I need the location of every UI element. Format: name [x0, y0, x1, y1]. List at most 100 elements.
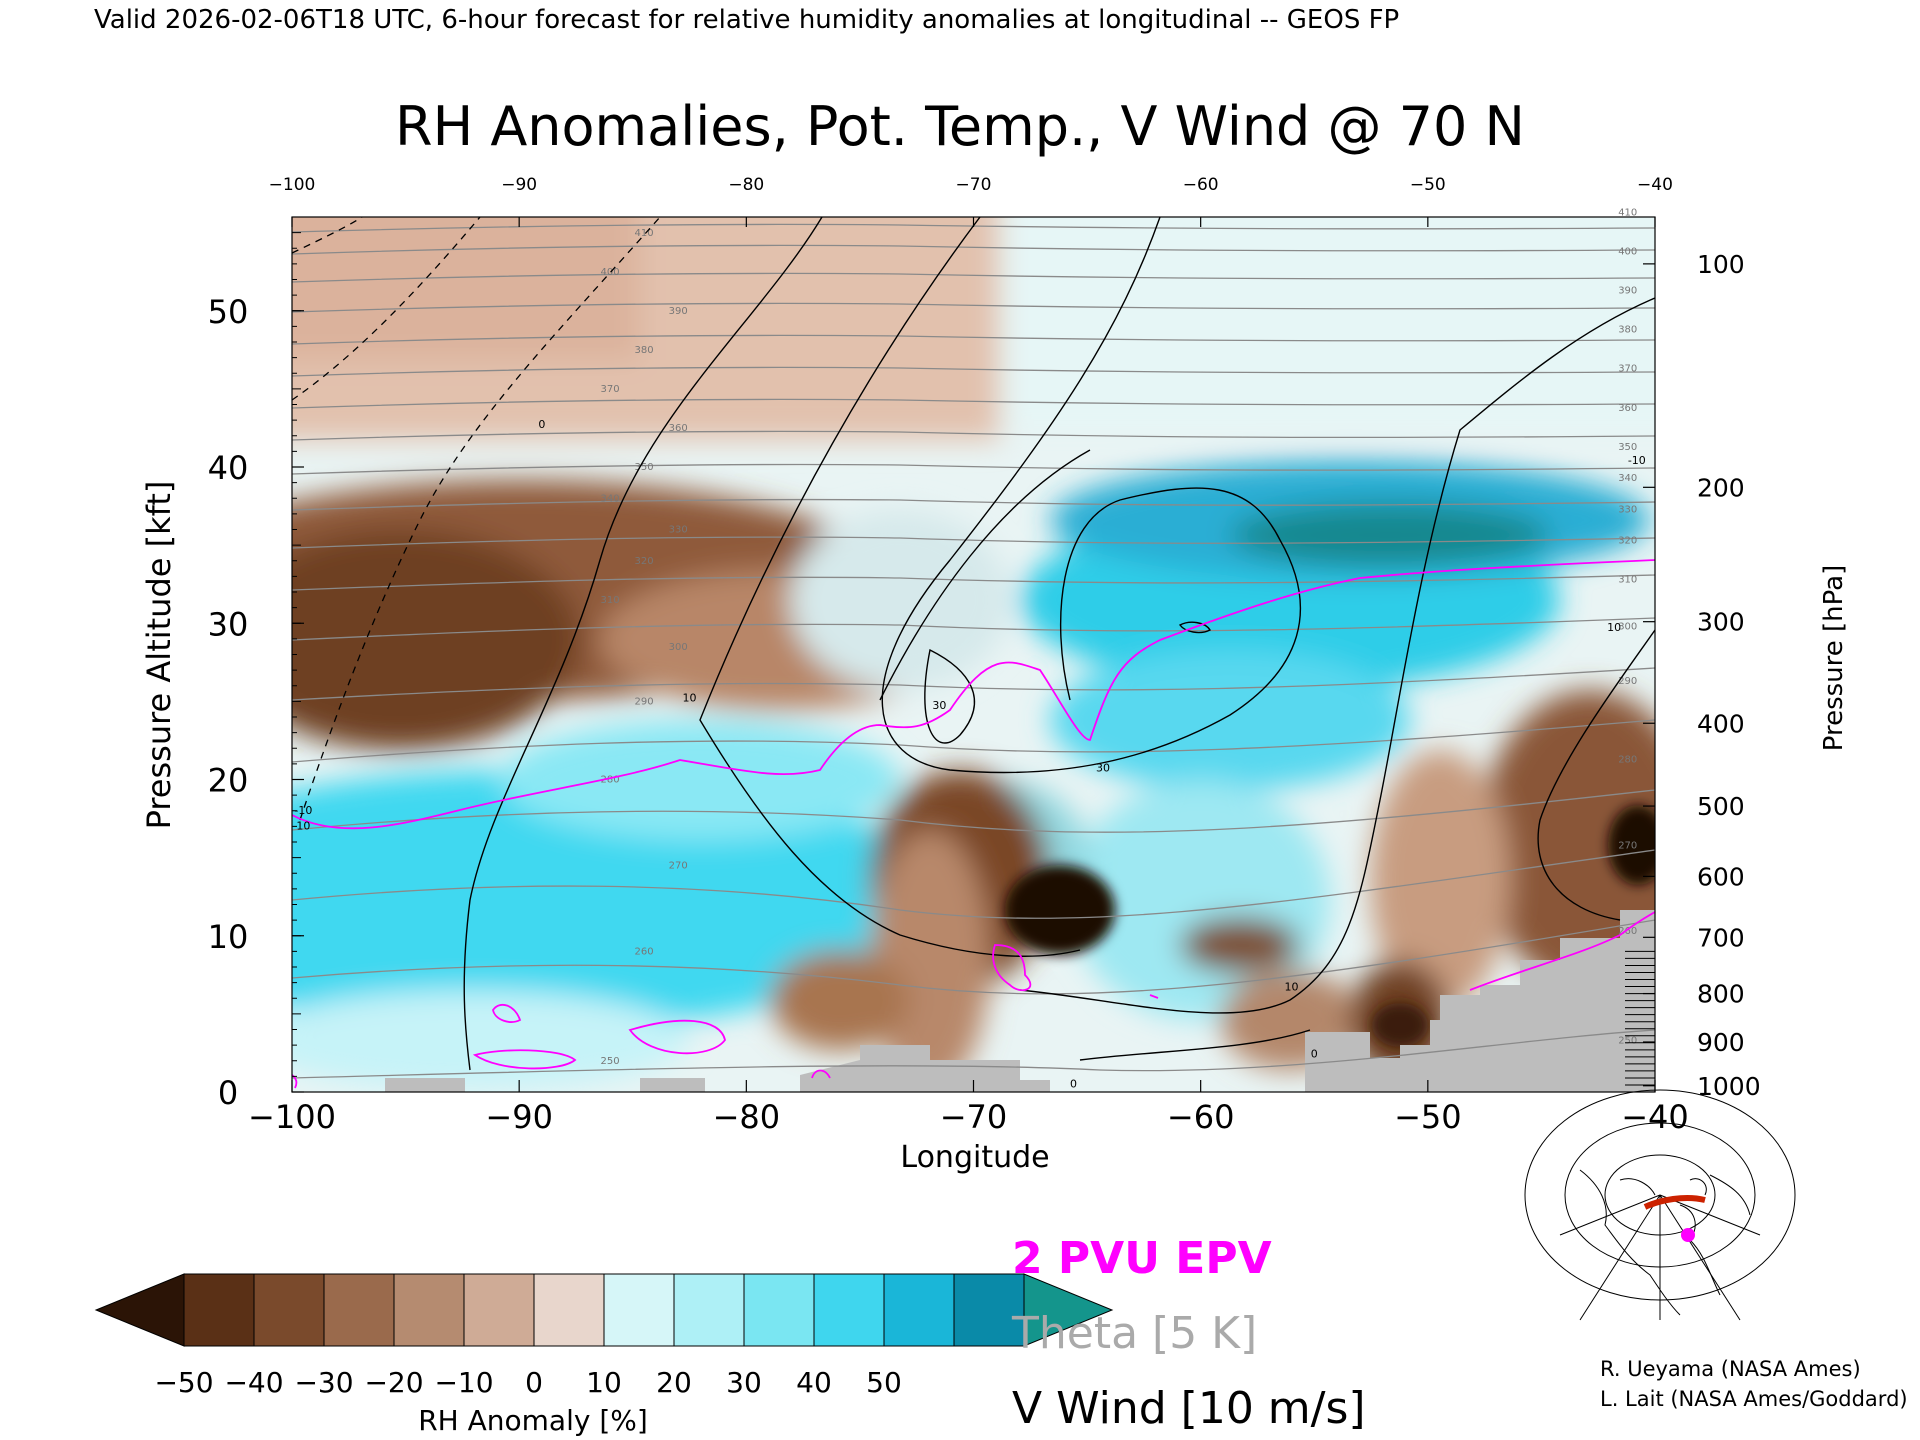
x-tick-label: −40	[1621, 1098, 1689, 1136]
theta-label: 260	[1618, 926, 1637, 937]
theta-label: 350	[1618, 442, 1637, 453]
theta-label: 380	[1618, 325, 1637, 336]
x-top-tick-label: −70	[956, 175, 992, 195]
colorbar-box	[463, 1273, 535, 1347]
chart-title: RH Anomalies, Pot. Temp., V Wind @ 70 N	[395, 95, 1525, 158]
x-axis-ticks: −100 −90 −80 −70 −60 −50 −40	[248, 1080, 1689, 1136]
vwind-label: 10	[1607, 621, 1621, 634]
pressure-tick-label: 400	[1697, 709, 1745, 738]
theta-label: 390	[1618, 286, 1637, 297]
colorbar-box	[883, 1273, 955, 1347]
theta-label: 370	[1618, 364, 1637, 375]
y-axis-ticks: 0 10 20 30 40 50	[208, 293, 304, 1112]
x-top-tick-label: −80	[728, 175, 764, 195]
vwind-labels: 0 10 30 30 10 0 10 0 -10 -10 10	[294, 418, 1645, 1090]
y-axis-label: Pressure Altitude [kft]	[140, 481, 178, 830]
colorbar-tick-label: 50	[866, 1366, 902, 1399]
x-top-tick-label: −90	[501, 175, 537, 195]
pressure-axis-ticks: 100 200 300 400 500 600 700 800 900 1000	[1643, 250, 1761, 1101]
theta-label: 400	[600, 267, 619, 278]
theta-label: 390	[669, 306, 688, 317]
y-tick-label: 0	[218, 1074, 238, 1112]
theta-label: 370	[600, 384, 619, 395]
terrain-mask	[385, 910, 1655, 1092]
x-tick-label: −60	[1167, 1098, 1235, 1136]
vwind-label: 30	[1096, 762, 1110, 775]
theta-label: 250	[1618, 1036, 1637, 1047]
theta-label: 340	[1618, 473, 1637, 484]
colorbar-tick-label: 40	[796, 1366, 832, 1399]
vwind-label: 10	[683, 691, 697, 704]
theta-label: 270	[669, 861, 688, 872]
colorbar-tick-label: −10	[434, 1366, 493, 1399]
x-tick-label: −100	[248, 1098, 336, 1136]
x-top-tick-label: −60	[1183, 175, 1219, 195]
theta-label: 270	[1618, 840, 1637, 851]
colorbar-box	[183, 1273, 255, 1347]
theta-label: 260	[635, 947, 654, 958]
x-top-tick-label: −40	[1637, 175, 1673, 195]
pressure-tick-label: 300	[1697, 608, 1745, 637]
pressure-axis-label: Pressure [hPa]	[1819, 565, 1849, 752]
colorbar-tick-label: 10	[586, 1366, 622, 1399]
x-axis-label: Longitude	[900, 1140, 1049, 1175]
colorbar-box	[533, 1273, 605, 1347]
x-tick-label: −90	[485, 1098, 553, 1136]
vwind-label: 0	[538, 418, 545, 431]
x-top-axis-ticks: −100 −90 −80 −70 −60 −50 −40	[269, 175, 1673, 227]
theta-label: 280	[1618, 754, 1637, 765]
x-tick-label: −80	[713, 1098, 781, 1136]
theta-label: 310	[1618, 575, 1637, 586]
colorbar: −50 −40 −30 −20 −10 0 10 20 30 40 50	[94, 1273, 1114, 1399]
theta-label: 310	[600, 595, 619, 606]
colorbar-tick-label: −50	[154, 1366, 213, 1399]
colorbar-tick-label: −20	[364, 1366, 423, 1399]
vwind-legend: V Wind [10 m/s]	[1012, 1383, 1366, 1434]
vwind-label: 0	[1070, 1077, 1077, 1090]
vwind-label: -10	[1628, 454, 1646, 467]
epv-contours	[292, 559, 1655, 1089]
theta-label: 320	[635, 556, 654, 567]
pressure-tick-label: 1000	[1697, 1072, 1761, 1101]
colorbar-box	[673, 1273, 745, 1347]
x-top-tick-label: −100	[269, 175, 316, 195]
theta-label: 380	[635, 345, 654, 356]
theta-label: 360	[1618, 403, 1637, 414]
pressure-tick-label: 800	[1697, 980, 1745, 1009]
vwind-contours	[463, 217, 1655, 1071]
x-tick-label: −50	[1394, 1098, 1462, 1136]
colorbar-box	[953, 1273, 1025, 1347]
pressure-tick-label: 500	[1697, 792, 1745, 821]
vwind-label: 10	[1285, 980, 1299, 993]
colorbar-box	[603, 1273, 675, 1347]
colorbar-tick-label: 30	[726, 1366, 762, 1399]
theta-label: 290	[1618, 676, 1637, 687]
colorbar-box	[743, 1273, 815, 1347]
theta-label: 410	[1618, 207, 1637, 218]
y-tick-label: 10	[208, 918, 249, 956]
colorbar-tick-label: 20	[656, 1366, 692, 1399]
theta-legend: Theta [5 K]	[1011, 1308, 1257, 1359]
colorbar-box	[393, 1273, 465, 1347]
colorbar-tick-label: −40	[224, 1366, 283, 1399]
colorbar-low-arrow	[94, 1273, 185, 1347]
theta-label: 340	[600, 493, 619, 504]
vwind-negative-contours	[292, 217, 661, 821]
theta-label: 320	[1618, 536, 1637, 547]
y-tick-label: 30	[208, 605, 249, 643]
credit-line-2: L. Lait (NASA Ames/Goddard)	[1600, 1387, 1908, 1411]
credit-line-1: R. Ueyama (NASA Ames)	[1600, 1357, 1861, 1381]
colorbar-box	[813, 1273, 885, 1347]
pressure-tick-label: 700	[1697, 923, 1745, 952]
y-tick-label: 50	[208, 293, 249, 331]
vwind-label: 30	[932, 699, 946, 712]
theta-label: 290	[635, 697, 654, 708]
valid-line: Valid 2026-02-06T18 UTC, 6-hour forecast…	[94, 5, 1399, 35]
vwind-label: -10	[294, 804, 312, 817]
colorbar-high-arrow	[1023, 1273, 1114, 1347]
rh-anomaly-field	[292, 217, 1655, 1092]
y-tick-label: 20	[208, 762, 249, 800]
pressure-tick-label: 600	[1697, 862, 1745, 891]
colorbar-tick-label: 0	[525, 1366, 543, 1399]
